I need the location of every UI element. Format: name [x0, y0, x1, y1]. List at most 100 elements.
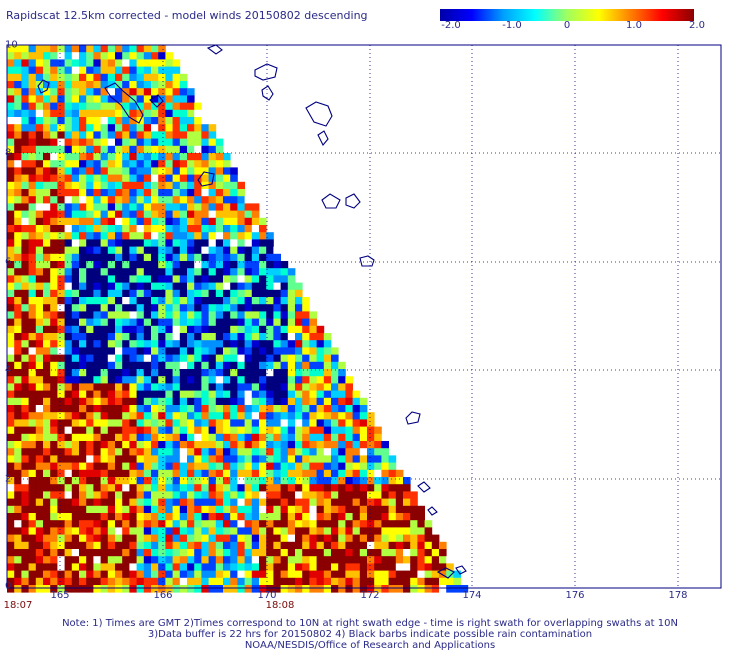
swath-cell [57, 534, 65, 543]
swath-cell [64, 282, 73, 291]
swath-cell [43, 585, 51, 593]
swath-cell [86, 131, 94, 139]
swath-cell [215, 433, 224, 442]
swath-cell [309, 441, 317, 449]
swath-cell [86, 433, 94, 442]
swath-cell [21, 167, 29, 175]
swath-cell [273, 570, 281, 579]
swath-cell [115, 282, 123, 291]
swath-cell [295, 289, 303, 298]
swath-cell [172, 225, 181, 233]
swath-cell [208, 253, 217, 262]
swath-cell [251, 390, 260, 399]
swath-cell [179, 297, 188, 305]
swath-cell [35, 131, 44, 139]
swath-cell [86, 304, 94, 312]
swath-cell [129, 66, 137, 75]
swath-cell [93, 189, 101, 197]
swath-cell [28, 210, 37, 219]
swath-cell [194, 232, 202, 240]
swath-cell [71, 585, 80, 593]
swath-cell [57, 210, 65, 219]
swath-cell [280, 441, 289, 449]
swath-cell [64, 563, 73, 571]
swath-cell [302, 585, 310, 593]
swath-cell [223, 232, 231, 240]
swath-cell [93, 261, 101, 269]
swath-cell [7, 109, 15, 118]
swath-cell [172, 419, 181, 427]
swath-cell [57, 81, 65, 89]
swath-cell [215, 484, 224, 492]
swath-cell [35, 405, 44, 413]
swath-cell [64, 117, 73, 125]
swath-cell [201, 585, 209, 593]
swath-cell [302, 469, 310, 478]
swath-cell [187, 253, 195, 262]
swath-cell [266, 433, 274, 442]
swath-cell [122, 577, 130, 586]
swath-cell [194, 131, 202, 139]
swath-cell [165, 585, 173, 593]
swath-cell [338, 563, 346, 571]
swath-cell [71, 174, 80, 183]
swath-cell [316, 383, 325, 391]
swath-cell [201, 534, 209, 543]
swath-cell [79, 477, 87, 485]
swath-cell [287, 347, 296, 355]
swath-cell [57, 102, 65, 111]
swath-cell [151, 477, 159, 485]
swath-cell [57, 397, 65, 406]
swath-cell [403, 563, 411, 571]
swath-cell [100, 484, 109, 492]
swath-cell [251, 253, 260, 262]
swath-cell [143, 441, 152, 449]
swath-cell [151, 577, 159, 586]
swath-cell [100, 405, 109, 413]
swath-cell [367, 577, 375, 586]
swath-cell [158, 246, 166, 255]
swath-cell [7, 268, 15, 276]
swath-cell [50, 203, 58, 211]
swath-cell [151, 498, 159, 507]
swath-cell [172, 455, 181, 463]
swath-cell [280, 361, 289, 370]
swath-cell [194, 527, 202, 535]
swath-cell [93, 505, 101, 514]
swath-cell [273, 563, 281, 571]
swath-cell [158, 181, 166, 190]
swath-cell [7, 556, 15, 564]
swath-cell [158, 167, 166, 175]
swath-cell [280, 469, 289, 478]
swath-cell [172, 196, 181, 204]
swath-cell [79, 469, 87, 478]
swath-cell [93, 340, 101, 348]
swath-cell [107, 203, 116, 211]
swath-cell [122, 513, 130, 521]
swath-cell [179, 433, 188, 442]
swath-cell [295, 455, 303, 463]
swath-cell [244, 261, 253, 269]
swath-cell [172, 81, 181, 89]
swath-cell [21, 153, 29, 161]
swath-cell [172, 174, 181, 183]
swath-cell [251, 239, 260, 247]
swath-cell [143, 217, 152, 226]
swath-cell [165, 376, 173, 384]
swath-cell [21, 318, 29, 327]
swath-cell [230, 534, 238, 543]
swath-cell [237, 261, 245, 269]
swath-cell [251, 383, 260, 391]
swath-cell [230, 577, 238, 586]
swath-cell [179, 181, 188, 190]
swath-cell [172, 412, 181, 420]
swath-cell [194, 117, 202, 125]
swath-cell [345, 563, 353, 571]
swath-cell [136, 253, 145, 262]
swath-cell [215, 369, 224, 377]
swath-cell [28, 397, 37, 406]
swath-cell [158, 203, 166, 211]
swath-cell [165, 325, 173, 334]
swath-cell [223, 174, 231, 183]
swath-cell [187, 196, 195, 204]
